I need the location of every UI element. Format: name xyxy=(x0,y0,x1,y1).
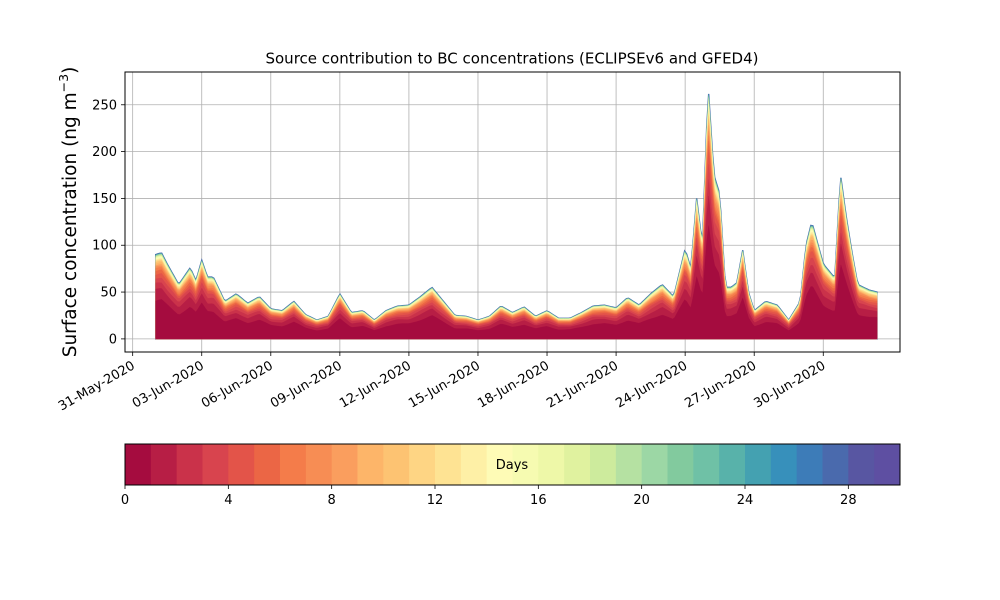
colorbar-cell xyxy=(435,444,462,485)
colorbar-cell xyxy=(460,444,488,485)
colorbar-cell xyxy=(305,444,333,485)
chart-title: Source contribution to BC concentrations… xyxy=(265,50,758,68)
colorbar-tick-label: 12 xyxy=(427,493,444,508)
x-tick-label: 15-Jun-2020 xyxy=(406,358,483,411)
y-tick-label: 200 xyxy=(92,145,117,160)
colorbar-cell xyxy=(125,444,152,485)
colorbar-cell xyxy=(615,444,643,485)
y-axis-label: Surface concentration (ng m−3) xyxy=(56,67,81,358)
colorbar-cell xyxy=(331,444,358,485)
y-tick-label: 150 xyxy=(92,192,117,207)
colorbar-tick-label: 8 xyxy=(328,493,336,508)
colorbar-tick-label: 20 xyxy=(633,493,650,508)
y-axis-label-exponent: −3 xyxy=(56,74,71,92)
colorbar-label: Days xyxy=(496,458,529,473)
colorbar-cell xyxy=(848,444,875,485)
area-layer-day-6 xyxy=(155,135,878,340)
colorbar-cell xyxy=(176,444,203,485)
x-tick-label: 21-Jun-2020 xyxy=(544,358,621,411)
x-tick-label: 06-Jun-2020 xyxy=(199,358,276,411)
area-layer-day-0 xyxy=(155,225,878,340)
colorbar-cell xyxy=(409,444,436,485)
colorbar-cell xyxy=(745,444,772,485)
colorbar-cell xyxy=(228,444,255,485)
y-axis: 0 50 100 150 200 250 xyxy=(92,98,125,347)
colorbar-cell xyxy=(538,444,565,485)
x-tick-label: 27-Jun-2020 xyxy=(682,358,759,411)
colorbar: Days 0 4 8 12 16 20 24 28 xyxy=(121,443,901,508)
x-axis: 31-May-202003-Jun-202006-Jun-202009-Jun-… xyxy=(56,352,828,414)
colorbar-cell xyxy=(150,444,178,485)
y-axis-label-text: Surface concentration (ng m xyxy=(60,92,81,357)
gridlines xyxy=(125,72,900,352)
colorbar-cell xyxy=(719,444,746,485)
colorbar-cell xyxy=(512,444,539,485)
plot-frame xyxy=(124,71,901,353)
colorbar-cell xyxy=(796,444,823,485)
y-tick-label: 250 xyxy=(92,98,117,113)
colorbar-cell xyxy=(280,444,307,485)
x-tick-label: 30-Jun-2020 xyxy=(751,358,828,411)
x-tick-label: 09-Jun-2020 xyxy=(268,358,345,411)
colorbar-tick-label: 0 xyxy=(121,493,129,508)
colorbar-frame xyxy=(124,443,901,486)
y-tick-label: 0 xyxy=(109,332,117,347)
x-tick-label: 03-Jun-2020 xyxy=(130,358,207,411)
colorbar-cells xyxy=(125,444,901,485)
colorbar-cell xyxy=(564,444,591,485)
x-tick-label: 18-Jun-2020 xyxy=(475,358,552,411)
y-tick-label: 100 xyxy=(92,239,117,254)
y-tick-label: 50 xyxy=(100,286,117,301)
colorbar-cell xyxy=(202,444,229,485)
x-tick-label: 24-Jun-2020 xyxy=(613,358,690,411)
colorbar-cell xyxy=(254,444,281,485)
colorbar-cell xyxy=(486,444,513,485)
colorbar-cell xyxy=(383,444,410,485)
y-axis-label-close: ) xyxy=(60,67,81,74)
colorbar-cell xyxy=(770,444,798,485)
colorbar-cell xyxy=(641,444,668,485)
x-tick-label: 12-Jun-2020 xyxy=(337,358,414,411)
x-tick-label: 31-May-2020 xyxy=(56,358,138,414)
colorbar-cell xyxy=(693,444,720,485)
colorbar-cell xyxy=(667,444,694,485)
colorbar-ticks: 0 4 8 12 16 20 24 28 xyxy=(121,485,857,508)
colorbar-cell xyxy=(590,444,617,485)
colorbar-cell xyxy=(357,444,384,485)
colorbar-tick-label: 24 xyxy=(737,493,754,508)
colorbar-tick-label: 4 xyxy=(224,493,232,508)
colorbar-cell xyxy=(822,444,849,485)
colorbar-tick-label: 28 xyxy=(840,493,857,508)
colorbar-cell xyxy=(874,444,901,485)
colorbar-tick-label: 16 xyxy=(530,493,547,508)
stacked-areas xyxy=(154,93,878,340)
